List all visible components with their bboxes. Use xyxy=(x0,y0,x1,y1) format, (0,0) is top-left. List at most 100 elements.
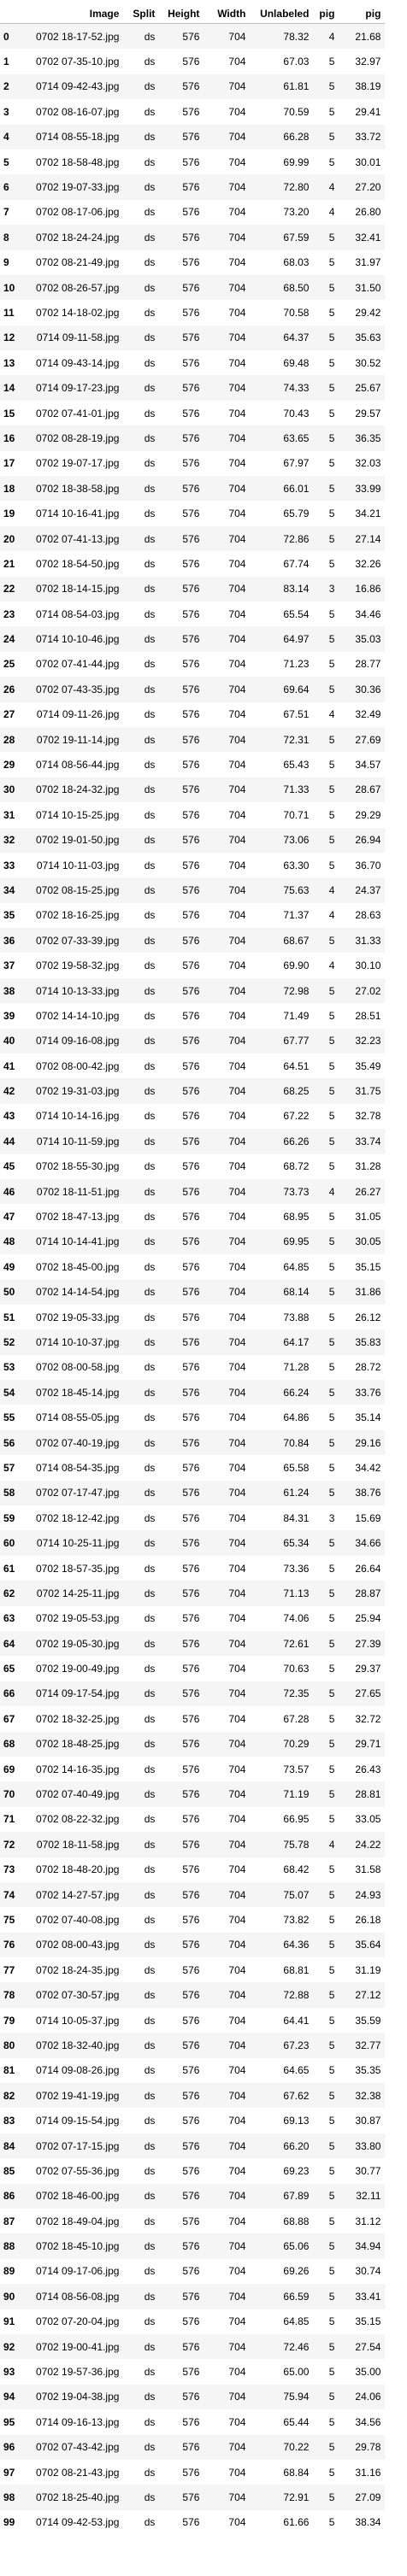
cell-split: ds xyxy=(144,1612,156,1625)
cell-split: ds xyxy=(144,1487,156,1499)
cell-unlabeled: 66.01 xyxy=(283,482,310,495)
cell-pig-percent: 24.22 xyxy=(355,1838,381,1851)
cell-height: 576 xyxy=(182,2366,200,2379)
cell-split: ds xyxy=(144,808,156,821)
cell-image: 0702 07-43-35.jpg xyxy=(36,683,120,695)
cell-split: ds xyxy=(144,733,156,746)
column-header-pig-count: pig xyxy=(319,8,335,20)
cell-height: 576 xyxy=(182,256,200,269)
cell-width: 704 xyxy=(228,1612,246,1625)
cell-image: 0702 07-20-04.jpg xyxy=(36,2315,120,2328)
cell-height: 576 xyxy=(182,2315,200,2328)
cell-split: ds xyxy=(144,1511,156,1524)
cell-pig-percent: 32.26 xyxy=(355,557,381,570)
cell-height: 576 xyxy=(182,1211,200,1223)
cell-pig-count: 5 xyxy=(328,431,335,444)
cell-width: 704 xyxy=(228,607,246,620)
cell-height: 576 xyxy=(182,1612,200,1625)
cell-index: 7 xyxy=(3,206,9,219)
cell-pig-count: 5 xyxy=(328,2089,335,2102)
cell-pig-percent: 30.01 xyxy=(355,155,381,168)
cell-unlabeled: 66.95 xyxy=(283,1813,310,1826)
table-row: 35 0702 18-16-25.jpg ds 576 704 71.37 4 28.63 xyxy=(0,902,386,929)
cell-pig-count: 5 xyxy=(328,1035,335,1047)
cell-pig-count: 5 xyxy=(328,1286,335,1299)
cell-height: 576 xyxy=(182,1663,200,1675)
cell-width: 704 xyxy=(228,2391,246,2403)
table-row: 61 0702 18-57-35.jpg ds 576 704 73.36 5 26.64 xyxy=(0,1555,386,1581)
cell-split: ds xyxy=(144,909,156,922)
cell-pig-count: 5 xyxy=(328,1311,335,1323)
cell-split: ds xyxy=(144,1185,156,1198)
cell-image: 0702 07-41-44.jpg xyxy=(36,658,120,671)
cell-unlabeled: 66.59 xyxy=(283,2290,310,2303)
cell-unlabeled: 70.29 xyxy=(283,1738,310,1751)
cell-width: 704 xyxy=(228,2115,246,2127)
cell-width: 704 xyxy=(228,2441,246,2454)
cell-pig-percent: 25.94 xyxy=(355,1612,381,1625)
cell-index: 56 xyxy=(3,1436,15,1449)
cell-pig-count: 4 xyxy=(328,883,335,896)
table-row: 66 0714 09-17-54.jpg ds 576 704 72.35 5 27.65 xyxy=(0,1681,386,1707)
cell-height: 576 xyxy=(182,105,200,118)
cell-index: 34 xyxy=(3,883,15,896)
cell-image: 0702 07-43-42.jpg xyxy=(36,2441,120,2454)
cell-unlabeled: 70.63 xyxy=(283,1663,310,1675)
cell-split: ds xyxy=(144,2290,156,2303)
cell-pig-count: 5 xyxy=(328,306,335,319)
cell-pig-count: 5 xyxy=(328,1436,335,1449)
cell-split: ds xyxy=(144,1286,156,1299)
cell-index: 72 xyxy=(3,1838,15,1851)
cell-image: 0702 18-46-00.jpg xyxy=(36,2190,120,2203)
cell-index: 82 xyxy=(3,2089,15,2102)
cell-unlabeled: 64.51 xyxy=(283,1059,310,1072)
cell-pig-count: 5 xyxy=(328,332,335,344)
cell-split: ds xyxy=(144,1361,156,1374)
table-row: 40 0714 09-16-08.jpg ds 576 704 67.77 5 32.23 xyxy=(0,1028,386,1054)
cell-split: ds xyxy=(144,1211,156,1223)
table-row: 88 0702 18-45-10.jpg ds 576 704 65.06 5 34.94 xyxy=(0,2233,386,2259)
cell-pig-percent: 32.72 xyxy=(355,1712,381,1725)
cell-unlabeled: 74.33 xyxy=(283,382,310,395)
cell-unlabeled: 61.66 xyxy=(283,2516,310,2529)
cell-unlabeled: 65.58 xyxy=(283,1461,310,1474)
cell-width: 704 xyxy=(228,407,246,420)
table-row: 60 0714 10-25-11.jpg ds 576 704 65.34 5 34.66 xyxy=(0,1530,386,1556)
cell-unlabeled: 69.26 xyxy=(283,2265,310,2278)
cell-unlabeled: 67.74 xyxy=(283,557,310,570)
cell-image: 0702 07-35-10.jpg xyxy=(36,56,120,68)
cell-width: 704 xyxy=(228,1963,246,1976)
cell-index: 80 xyxy=(3,2039,15,2051)
cell-pig-count: 5 xyxy=(328,1963,335,1976)
cell-split: ds xyxy=(144,2139,156,2152)
cell-image: 0702 18-45-10.jpg xyxy=(36,2240,120,2253)
cell-height: 576 xyxy=(182,909,200,922)
cell-split: ds xyxy=(144,883,156,896)
cell-pig-count: 5 xyxy=(328,2415,335,2428)
cell-pig-count: 5 xyxy=(328,2366,335,2379)
cell-split: ds xyxy=(144,1059,156,1072)
cell-pig-percent: 31.16 xyxy=(355,2466,381,2479)
cell-index: 99 xyxy=(3,2516,15,2529)
cell-index: 46 xyxy=(3,1185,15,1198)
cell-unlabeled: 70.71 xyxy=(283,808,310,821)
table-row: 76 0702 08-00-43.jpg ds 576 704 64.36 5 35.64 xyxy=(0,1932,386,1958)
cell-pig-percent: 28.72 xyxy=(355,1361,381,1374)
cell-unlabeled: 70.84 xyxy=(283,1436,310,1449)
cell-pig-count: 5 xyxy=(328,2290,335,2303)
cell-unlabeled: 64.17 xyxy=(283,1336,310,1348)
cell-unlabeled: 67.51 xyxy=(283,708,310,721)
cell-index: 64 xyxy=(3,1637,15,1650)
cell-split: ds xyxy=(144,2441,156,2454)
table-row: 62 0702 14-25-11.jpg ds 576 704 71.13 5 28.87 xyxy=(0,1581,386,1606)
table-row: 94 0702 19-04-38.jpg ds 576 704 75.94 5 24.06 xyxy=(0,2384,386,2410)
cell-width: 704 xyxy=(228,105,246,118)
cell-pig-percent: 30.10 xyxy=(355,959,381,972)
cell-height: 576 xyxy=(182,1436,200,1449)
cell-width: 704 xyxy=(228,56,246,68)
cell-index: 63 xyxy=(3,1612,15,1625)
cell-unlabeled: 70.58 xyxy=(283,306,310,319)
cell-width: 704 xyxy=(228,2240,246,2253)
table-row: 5 0702 18-58-48.jpg ds 576 704 69.99 5 30.01 xyxy=(0,149,386,175)
cell-width: 704 xyxy=(228,1411,246,1424)
